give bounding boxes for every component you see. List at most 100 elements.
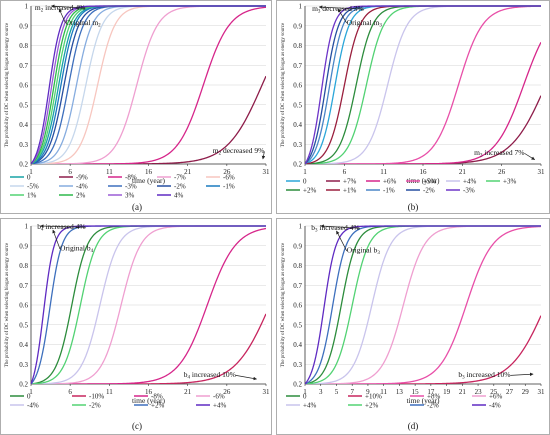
y-tick-label: 0.8 bbox=[19, 262, 28, 270]
x-tick-label: 27 bbox=[506, 388, 514, 396]
x-tick-label: 21 bbox=[459, 388, 467, 396]
legend-label: -1% bbox=[383, 187, 395, 195]
annotation-arrow bbox=[58, 8, 66, 24]
legend-label: -8% bbox=[125, 174, 137, 182]
x-tick-label: 13 bbox=[396, 388, 404, 396]
x-tick-label: 21 bbox=[459, 168, 467, 176]
y-tick-label: 0.6 bbox=[19, 302, 28, 310]
y-tick-label: 0.2 bbox=[19, 161, 28, 169]
x-tick-label: 6 bbox=[343, 168, 347, 176]
legend-label: +6% bbox=[489, 393, 502, 401]
legend-label: +2% bbox=[303, 187, 316, 195]
x-tick-label: 11 bbox=[380, 168, 387, 176]
series-line--3% bbox=[305, 5, 541, 164]
y-tick-label: 0.6 bbox=[19, 82, 28, 90]
legend-label: 3% bbox=[125, 192, 135, 200]
legend-label: 2% bbox=[76, 192, 86, 200]
y-tick-label: 0.7 bbox=[19, 282, 28, 290]
y-tick-label: 0.8 bbox=[293, 42, 302, 50]
series-group bbox=[305, 5, 541, 164]
series-group bbox=[305, 225, 541, 384]
legend-label: -6% bbox=[213, 393, 225, 401]
legend-label: -2% bbox=[89, 402, 101, 410]
x-tick-label: 21 bbox=[184, 168, 192, 176]
y-tick-label: 0.9 bbox=[19, 22, 28, 30]
x-tick-label: 3 bbox=[319, 388, 323, 396]
legend-label: -7% bbox=[174, 174, 186, 182]
x-tick-label: 26 bbox=[223, 388, 231, 396]
legend-label: 0 bbox=[303, 178, 307, 186]
x-tick-label: 11 bbox=[380, 388, 387, 396]
x-tick-label: 1 bbox=[29, 168, 33, 176]
x-tick-label: 7 bbox=[350, 388, 354, 396]
x-tick-label: 31 bbox=[538, 168, 546, 176]
panel-frame bbox=[0, 0, 272, 214]
y-tick-label: 0.9 bbox=[293, 242, 302, 250]
series-line--10% bbox=[31, 313, 266, 384]
x-tick-label: 17 bbox=[427, 388, 435, 396]
legend-label: +4% bbox=[303, 402, 316, 410]
annotation: Original b3 bbox=[347, 246, 381, 257]
annotation-arrow bbox=[524, 153, 536, 160]
panel-frame bbox=[276, 218, 550, 435]
y-tick-label: 0.6 bbox=[293, 302, 302, 310]
legend-label: +2% bbox=[365, 402, 378, 410]
y-tick-label: 0.3 bbox=[19, 361, 28, 369]
y-tick-label: 0.4 bbox=[293, 121, 302, 129]
legend-label: 4% bbox=[174, 192, 184, 200]
chart-panel-2: 0.20.30.40.50.60.70.80.911 6 11 16 21 26 31tim… bbox=[276, 0, 550, 214]
annotation: m2 increased 4% bbox=[35, 3, 85, 14]
x-tick-label: 26 bbox=[223, 168, 231, 176]
annotation-arrow bbox=[40, 224, 86, 228]
y-axis-label: The probability of DC when selecting bio… bbox=[281, 242, 286, 367]
x-tick-label: 25 bbox=[490, 388, 498, 396]
x-tick-label: 1 bbox=[29, 388, 33, 396]
annotation: m2 decreased 9% bbox=[213, 146, 265, 157]
y-tick-label: 0.5 bbox=[19, 101, 28, 109]
panel-label: (d) bbox=[408, 421, 419, 431]
annotation-arrow bbox=[336, 230, 348, 252]
legend-label: +10% bbox=[365, 393, 382, 401]
annotation-arrow bbox=[510, 372, 534, 377]
series-line--9% bbox=[31, 75, 266, 164]
x-tick-label: 31 bbox=[263, 168, 271, 176]
legend: 0 +7% +6% +5% +4% +3% +2% +1% -1% -2% -3% bbox=[286, 178, 516, 195]
legend-label: 0 bbox=[303, 393, 307, 401]
y-tick-label: 0.7 bbox=[293, 282, 302, 290]
series-line-+5% bbox=[305, 5, 541, 164]
x-tick-label: 6 bbox=[68, 388, 72, 396]
legend-label: -4% bbox=[76, 183, 88, 191]
x-tick-label: 5 bbox=[335, 388, 339, 396]
y-tick-label: 0.2 bbox=[293, 161, 302, 169]
legend-label: +5% bbox=[423, 178, 436, 186]
x-tick-label: 26 bbox=[498, 168, 506, 176]
x-tick-label: 29 bbox=[522, 388, 530, 396]
y-tick-label: 0.3 bbox=[293, 361, 302, 369]
y-tick-label: 1 bbox=[299, 3, 303, 11]
y-tick-label: 0.9 bbox=[19, 242, 28, 250]
y-axis-label: The probability of DC when selecting bio… bbox=[5, 242, 10, 367]
legend: 0 -9% -8% -7% -6% -5% -4% -3% -2% -1% 1% 2% 3% 4% bbox=[10, 174, 235, 200]
annotation-arrow bbox=[320, 224, 360, 229]
y-tick-label: 0.4 bbox=[19, 121, 28, 129]
annotation: Original m3 bbox=[347, 18, 383, 29]
x-tick-label: 6 bbox=[68, 168, 72, 176]
legend-label: -2% bbox=[427, 402, 439, 410]
y-axis-label: The probability of DC when selecting bio… bbox=[281, 22, 286, 147]
annotation-arrow bbox=[318, 5, 364, 10]
legend-label: -3% bbox=[125, 183, 137, 191]
y-tick-label: 0.8 bbox=[19, 42, 28, 50]
legend-label: +8% bbox=[427, 393, 440, 401]
annotation: Original m2 bbox=[65, 18, 101, 29]
legend-label: -4% bbox=[489, 402, 501, 410]
annotation-arrow bbox=[52, 229, 61, 250]
y-tick-label: 0.3 bbox=[19, 141, 28, 149]
x-tick-label: 11 bbox=[106, 388, 113, 396]
annotation: Original b4 bbox=[60, 244, 94, 255]
x-tick-label: 16 bbox=[420, 168, 428, 176]
y-tick-label: 0.9 bbox=[293, 22, 302, 30]
annotation: b3 increased 4% bbox=[311, 223, 359, 234]
chart-panel-3: 0.20.30.40.50.60.70.80.911 6 11 16 21 26 31tim… bbox=[0, 218, 272, 435]
panel-label: (a) bbox=[132, 202, 142, 212]
x-axis-label: time (year) bbox=[406, 396, 440, 405]
